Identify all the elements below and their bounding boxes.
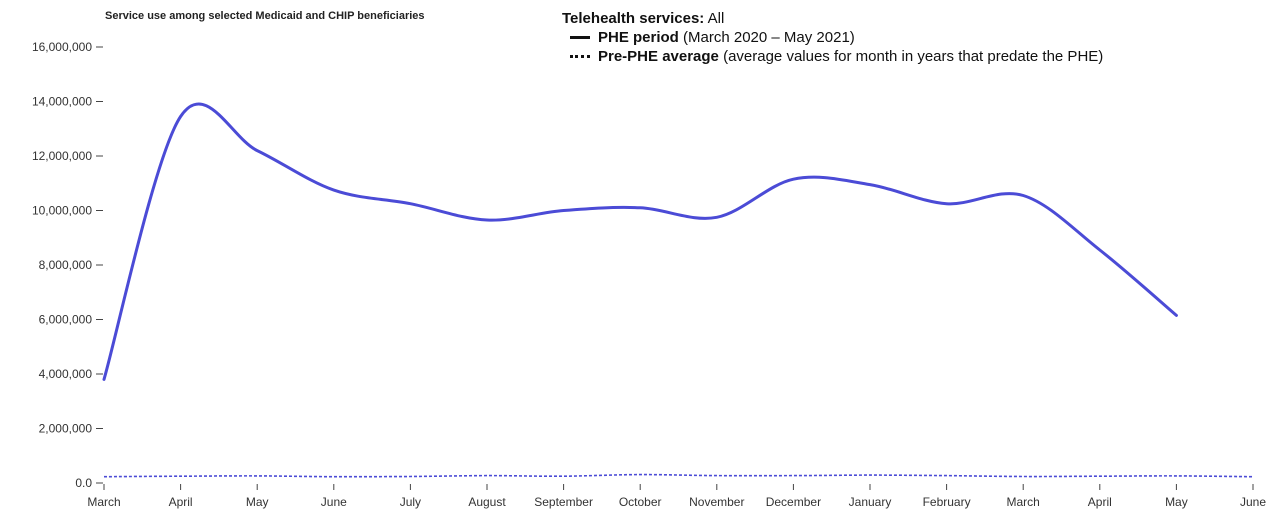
x-tick-label-9: December — [766, 495, 821, 509]
chart-legend: Telehealth services: All PHE period (Mar… — [562, 9, 1103, 66]
x-tick-label-15: June — [1240, 495, 1266, 509]
x-tick-label-10: January — [849, 495, 892, 509]
legend-heading-bold: Telehealth services: — [562, 10, 705, 27]
y-tick-label-5: 10,000,000 — [32, 204, 92, 218]
x-tick-label-3: June — [321, 495, 347, 509]
x-tick-label-12: March — [1007, 495, 1040, 509]
y-tick-label-7: 14,000,000 — [32, 95, 92, 109]
y-tick-label-0: 0.0 — [75, 476, 92, 490]
y-tick-label-8: 16,000,000 — [32, 40, 92, 54]
legend-heading-rest: All — [704, 10, 725, 27]
legend-entry-prephe: Pre-PHE average (average values for mont… — [570, 47, 1103, 66]
x-tick-label-0: March — [87, 495, 120, 509]
x-tick-label-6: September — [534, 495, 593, 509]
y-tick-label-4: 8,000,000 — [39, 258, 93, 272]
series-line-prephe-average — [103, 473, 1254, 478]
x-tick-label-1: April — [169, 495, 193, 509]
x-tick-label-7: October — [619, 495, 662, 509]
y-tick-label-2: 4,000,000 — [39, 367, 93, 381]
legend-entry-prephe-rest: (average values for month in years that … — [718, 48, 1104, 65]
y-tick-label-6: 12,000,000 — [32, 149, 92, 163]
chart-title: Service use among selected Medicaid and … — [105, 10, 425, 22]
legend-solid-line-icon — [570, 34, 590, 42]
y-tick-label-3: 6,000,000 — [39, 313, 93, 327]
x-tick-label-4: July — [400, 495, 421, 509]
legend-heading: Telehealth services: All — [562, 9, 1103, 28]
x-tick-label-5: August — [468, 495, 506, 509]
legend-dotted-line-icon — [570, 53, 590, 61]
x-tick-label-11: February — [923, 495, 971, 509]
y-tick-label-1: 2,000,000 — [39, 422, 93, 436]
legend-entry-phe: PHE period (March 2020 – May 2021) — [570, 28, 1103, 47]
x-tick-label-8: November — [689, 495, 744, 509]
x-tick-label-13: April — [1088, 495, 1112, 509]
legend-entry-phe-bold: PHE period — [598, 29, 679, 46]
x-tick-label-14: May — [1165, 495, 1188, 509]
legend-entry-prephe-bold: Pre-PHE average — [598, 48, 719, 65]
series-line-phe-period — [102, 102, 1178, 381]
legend-entry-phe-rest: (March 2020 – May 2021) — [678, 29, 855, 46]
x-tick-label-2: May — [246, 495, 269, 509]
